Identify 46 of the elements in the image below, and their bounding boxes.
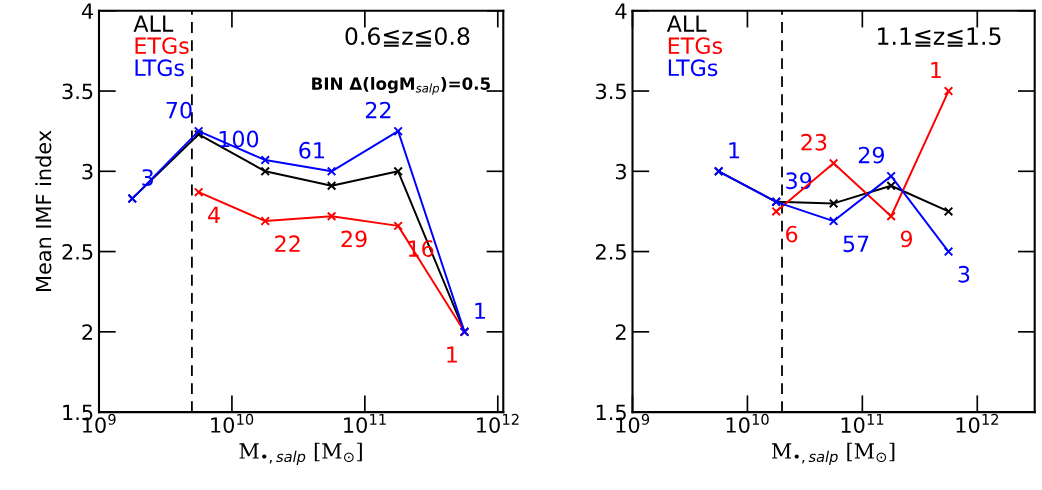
legend-label: ALL: [133, 15, 174, 32]
annotation: BIN Δ(logM$_{salp}$)=0.5: [312, 77, 490, 95]
y-tick-label: 2: [82, 324, 93, 340]
annotation: 23: [801, 133, 827, 151]
annotation: 6: [786, 225, 798, 243]
x-axis-title: M$_{•,salp}$ [M$_{⊙}$]: [771, 442, 895, 465]
annotation: 29: [858, 146, 885, 164]
annotation: 3: [958, 265, 970, 283]
annotation: 61: [299, 141, 324, 159]
x-tick-label: 10$^{11}$: [841, 414, 884, 433]
y-tick-label: 3.5: [596, 83, 626, 100]
annotation: 1: [931, 61, 941, 79]
annotation: 1: [729, 142, 740, 159]
annotation: 1.1≦z≦1.5: [878, 27, 1001, 47]
y-tick-label: 4: [615, 3, 627, 19]
annotation: 100: [219, 130, 259, 148]
text: ETGs: [668, 37, 723, 55]
annotation: 9: [900, 230, 913, 248]
legend-label: ALL: [666, 15, 707, 32]
annotation: 22: [365, 101, 391, 119]
text: ETGs: [135, 37, 189, 55]
y-tick-label: 3: [82, 163, 93, 180]
x-tick-label: 10$^{10}$: [726, 413, 769, 433]
annotation: 1: [447, 346, 457, 363]
annotation: 1: [475, 302, 485, 319]
x-tick-label: 10$^{12}$: [956, 413, 999, 433]
y-tick-label: 3: [615, 163, 626, 180]
annotation: 22: [275, 235, 300, 252]
y-tick-label: 2.5: [62, 244, 93, 260]
x-tick-label: 10$^{12}$: [477, 413, 519, 433]
y-axis-title: Mean IMF index: [35, 130, 52, 291]
text: LTGs: [668, 59, 718, 77]
annotation: 57: [843, 235, 869, 253]
annotation: 70: [166, 101, 192, 119]
y-tick-label: 2.5: [596, 244, 626, 260]
x-tick-label: 10$^{10}$: [211, 413, 254, 433]
y-tick-label: 2: [615, 324, 626, 340]
x-axis-title: M$_{•,salp}$ [M$_{⊙}$]: [239, 442, 362, 465]
annotation: 4: [208, 206, 220, 223]
x-tick-label: 10$^{11}$: [344, 414, 386, 433]
annotation: 29: [341, 230, 367, 248]
y-tick-label: 3.5: [62, 83, 93, 100]
annotation: 0.6≦z≦0.8: [345, 27, 470, 47]
y-tick-label: 4: [81, 3, 93, 19]
text: LTGs: [135, 59, 184, 77]
annotation: 39: [786, 172, 812, 190]
